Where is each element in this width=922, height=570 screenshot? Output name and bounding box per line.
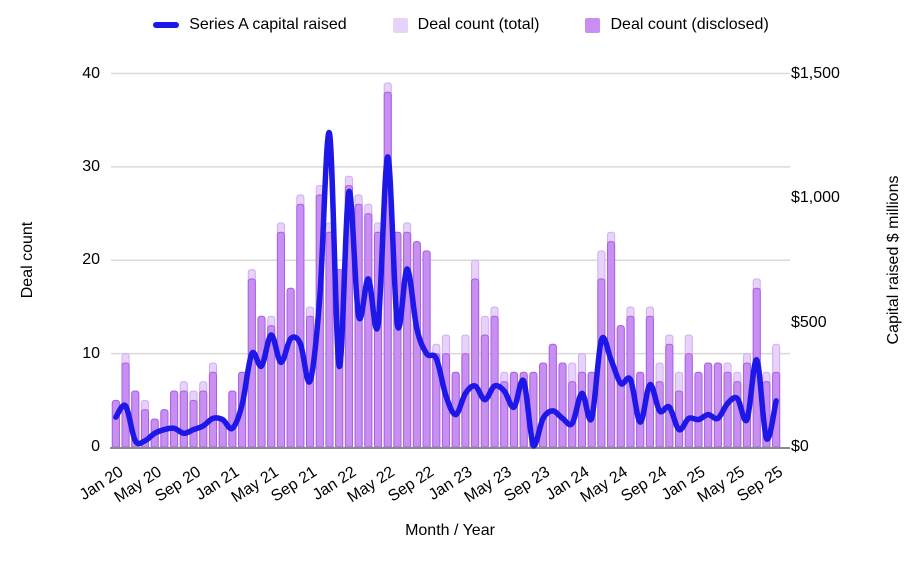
bar-disclosed — [568, 381, 577, 448]
bar-disclosed — [461, 353, 470, 448]
bar-disclosed — [733, 381, 742, 448]
bar-disclosed — [471, 278, 480, 448]
bar-disclosed — [199, 390, 208, 448]
legend-label-deal-count-disclosed: Deal count (disclosed) — [610, 16, 769, 33]
bar-disclosed — [490, 315, 499, 448]
right-axis-tick-label: $1,000 — [791, 189, 840, 206]
legend-item-capital-raised[interactable]: Series A capital raised — [153, 16, 347, 34]
bar-disclosed — [548, 343, 557, 448]
bar-disclosed — [665, 343, 674, 448]
bar-disclosed — [276, 231, 285, 448]
bar-disclosed — [325, 231, 334, 448]
left-axis-tick-label: 20 — [82, 251, 100, 269]
bar-disclosed — [451, 371, 460, 448]
right-axis-tick-label: $1,500 — [791, 64, 840, 82]
bar-disclosed — [257, 315, 266, 448]
bar-disclosed — [597, 278, 606, 448]
left-axis-tick-label: 0 — [91, 438, 100, 455]
bar-disclosed — [179, 390, 188, 448]
bar-disclosed — [189, 399, 198, 448]
bar-disclosed — [713, 362, 722, 448]
right-axis-tick-label: $500 — [791, 313, 827, 331]
left-axis-tick-label: 10 — [82, 344, 100, 362]
bar-disclosed — [480, 334, 489, 448]
bar-disclosed — [645, 315, 654, 448]
bar-disclosed — [412, 241, 421, 448]
bar-disclosed — [577, 371, 586, 448]
left-axis-tick-label: 30 — [82, 157, 100, 175]
legend-label-capital-raised: Series A capital raised — [189, 16, 347, 33]
bar-disclosed — [403, 231, 412, 448]
right-axis-tick-label: $0 — [791, 438, 809, 455]
legend-item-deal-count-disclosed[interactable]: Deal count (disclosed) — [585, 16, 769, 34]
legend: Series A capital raised Deal count (tota… — [0, 16, 922, 34]
bar-disclosed — [636, 371, 645, 448]
bar-disclosed — [286, 287, 295, 448]
capital-raised-line — [113, 130, 779, 449]
bar-disclosed — [267, 325, 276, 448]
bar-disclosed — [607, 241, 616, 448]
bar-disclosed — [208, 371, 218, 448]
bar-disclosed — [170, 390, 179, 448]
x-axis-title: Month / Year — [405, 522, 495, 539]
bar-disclosed — [383, 91, 392, 448]
bar-disclosed — [364, 213, 373, 448]
bar-disclosed-swatch — [585, 17, 601, 33]
line-series-swatch — [153, 22, 180, 28]
legend-item-deal-count-total[interactable]: Deal count (total) — [392, 16, 540, 34]
bar-disclosed — [296, 203, 305, 448]
bar-disclosed — [558, 362, 567, 448]
legend-label-deal-count-total: Deal count (total) — [417, 16, 540, 33]
bar-disclosed — [674, 390, 684, 448]
left-axis-tick-label: 40 — [82, 64, 100, 82]
bar-disclosed — [704, 362, 713, 448]
bar-disclosed — [684, 353, 693, 448]
bar-total-swatch — [392, 17, 408, 33]
bar-disclosed — [723, 371, 732, 448]
bar-disclosed — [694, 371, 703, 448]
bar-disclosed — [228, 390, 237, 448]
